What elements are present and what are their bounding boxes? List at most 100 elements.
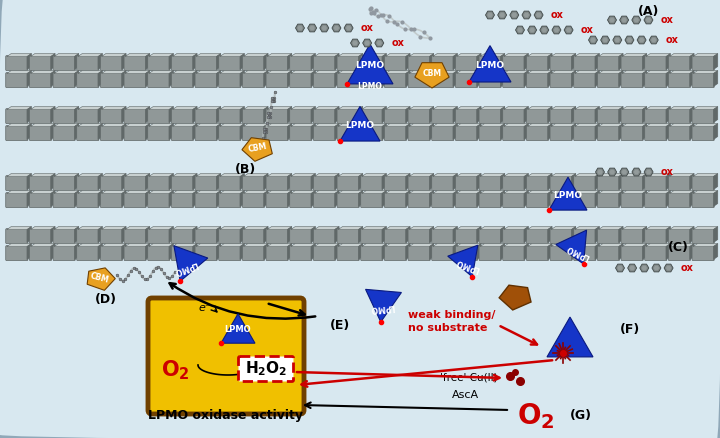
FancyBboxPatch shape [479, 246, 501, 261]
Polygon shape [524, 71, 528, 87]
FancyBboxPatch shape [30, 193, 52, 208]
Polygon shape [548, 124, 552, 140]
Polygon shape [287, 226, 292, 243]
Polygon shape [6, 173, 32, 177]
Polygon shape [613, 36, 622, 44]
Polygon shape [359, 226, 363, 243]
Polygon shape [670, 173, 694, 177]
Polygon shape [102, 106, 126, 110]
Polygon shape [646, 71, 670, 74]
Polygon shape [172, 191, 197, 194]
Polygon shape [30, 71, 55, 74]
Polygon shape [74, 124, 78, 140]
FancyBboxPatch shape [384, 193, 407, 208]
Text: LPMO: LPMO [358, 82, 382, 91]
FancyBboxPatch shape [77, 109, 99, 124]
Polygon shape [122, 106, 126, 123]
Polygon shape [504, 71, 528, 74]
FancyBboxPatch shape [53, 73, 76, 88]
Polygon shape [359, 244, 363, 260]
Polygon shape [690, 106, 694, 123]
Polygon shape [512, 13, 517, 18]
Polygon shape [693, 244, 718, 247]
Polygon shape [618, 106, 623, 123]
FancyBboxPatch shape [692, 193, 714, 208]
Polygon shape [556, 230, 587, 264]
Polygon shape [500, 173, 505, 190]
Polygon shape [359, 106, 363, 123]
FancyBboxPatch shape [243, 73, 265, 88]
Polygon shape [50, 244, 55, 260]
Polygon shape [385, 124, 410, 127]
Polygon shape [598, 106, 623, 110]
Polygon shape [564, 26, 573, 34]
Polygon shape [193, 173, 197, 190]
FancyBboxPatch shape [195, 193, 217, 208]
FancyBboxPatch shape [6, 193, 28, 208]
Polygon shape [216, 191, 221, 207]
Polygon shape [382, 191, 387, 207]
Polygon shape [98, 191, 102, 207]
Polygon shape [216, 71, 221, 87]
FancyBboxPatch shape [432, 109, 454, 124]
FancyBboxPatch shape [148, 298, 304, 414]
Polygon shape [625, 36, 634, 44]
FancyBboxPatch shape [289, 176, 312, 191]
FancyBboxPatch shape [266, 176, 288, 191]
FancyBboxPatch shape [219, 246, 241, 261]
FancyBboxPatch shape [432, 126, 454, 141]
Polygon shape [588, 36, 598, 44]
Polygon shape [172, 106, 197, 110]
Polygon shape [595, 226, 600, 243]
FancyBboxPatch shape [219, 193, 241, 208]
Polygon shape [690, 173, 694, 190]
Polygon shape [125, 244, 150, 247]
Text: ox: ox [666, 35, 679, 45]
FancyBboxPatch shape [432, 73, 454, 88]
Polygon shape [240, 71, 245, 87]
Polygon shape [575, 53, 600, 57]
Polygon shape [690, 124, 694, 140]
Polygon shape [524, 53, 528, 70]
Polygon shape [102, 71, 126, 74]
Polygon shape [620, 16, 629, 24]
Polygon shape [364, 41, 370, 46]
Polygon shape [499, 285, 531, 310]
Polygon shape [618, 124, 623, 140]
Text: LPMO: LPMO [225, 325, 251, 335]
FancyBboxPatch shape [644, 56, 667, 71]
Polygon shape [666, 244, 670, 260]
Polygon shape [548, 244, 552, 260]
Text: (E): (E) [330, 318, 350, 332]
Polygon shape [480, 191, 505, 194]
FancyBboxPatch shape [621, 73, 643, 88]
Polygon shape [382, 71, 387, 87]
Polygon shape [315, 244, 339, 247]
Polygon shape [548, 53, 552, 70]
Polygon shape [291, 124, 315, 127]
FancyBboxPatch shape [384, 73, 407, 88]
Polygon shape [264, 173, 268, 190]
Polygon shape [642, 106, 647, 123]
FancyBboxPatch shape [408, 126, 431, 141]
Polygon shape [145, 106, 150, 123]
Polygon shape [516, 26, 524, 34]
FancyBboxPatch shape [30, 229, 52, 244]
Polygon shape [517, 28, 523, 32]
FancyBboxPatch shape [621, 246, 643, 261]
FancyBboxPatch shape [289, 56, 312, 71]
Polygon shape [618, 71, 623, 87]
Polygon shape [311, 106, 315, 123]
FancyBboxPatch shape [550, 229, 572, 244]
FancyBboxPatch shape [171, 176, 194, 191]
Polygon shape [149, 244, 174, 247]
Polygon shape [433, 106, 457, 110]
Polygon shape [522, 11, 531, 19]
Polygon shape [433, 244, 457, 247]
Polygon shape [196, 244, 221, 247]
Polygon shape [220, 124, 245, 127]
FancyBboxPatch shape [621, 126, 643, 141]
Polygon shape [27, 71, 32, 87]
Polygon shape [549, 177, 587, 210]
Polygon shape [267, 71, 292, 74]
